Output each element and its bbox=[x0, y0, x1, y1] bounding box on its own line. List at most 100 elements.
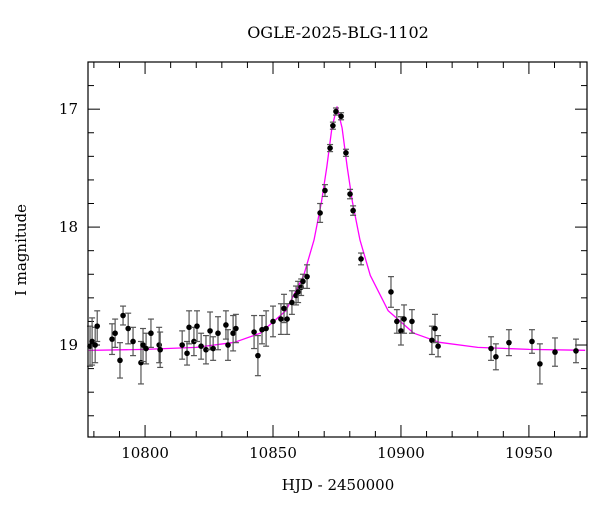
data-point bbox=[488, 336, 495, 361]
point-marker bbox=[338, 113, 344, 120]
point-marker bbox=[191, 338, 197, 345]
data-point bbox=[254, 334, 261, 377]
point-marker bbox=[552, 349, 558, 355]
point-marker bbox=[94, 323, 101, 329]
data-point bbox=[329, 121, 336, 130]
point-marker bbox=[429, 337, 435, 344]
point-marker bbox=[322, 187, 328, 194]
data-point bbox=[251, 314, 258, 350]
data-point bbox=[317, 202, 324, 223]
point-marker bbox=[281, 305, 287, 312]
data-point bbox=[397, 316, 404, 346]
data-point bbox=[393, 309, 400, 334]
point-marker bbox=[233, 325, 239, 332]
point-marker bbox=[125, 325, 131, 332]
data-point bbox=[288, 290, 295, 315]
point-marker bbox=[194, 323, 200, 329]
data-point bbox=[358, 252, 365, 266]
point-marker bbox=[358, 256, 364, 262]
data-point bbox=[350, 205, 357, 216]
point-marker bbox=[148, 330, 154, 337]
point-marker bbox=[223, 322, 229, 328]
point-marker bbox=[270, 318, 276, 325]
data-point bbox=[284, 303, 291, 336]
point-marker bbox=[203, 346, 209, 353]
point-marker bbox=[109, 336, 115, 342]
point-marker bbox=[186, 324, 192, 331]
data-point bbox=[194, 310, 201, 343]
point-marker bbox=[255, 352, 261, 359]
point-marker bbox=[120, 312, 126, 319]
point-marker bbox=[92, 342, 98, 348]
data-point bbox=[552, 337, 559, 367]
data-point bbox=[214, 316, 221, 351]
y-tick-label: 18 bbox=[59, 218, 78, 236]
point-marker bbox=[388, 289, 394, 295]
data-point bbox=[435, 334, 442, 358]
point-marker bbox=[394, 318, 400, 325]
point-marker bbox=[488, 345, 494, 352]
point-marker bbox=[398, 328, 404, 334]
chart-title: OGLE-2025-BLG-1102 bbox=[247, 23, 429, 42]
point-marker bbox=[278, 316, 284, 322]
data-point bbox=[112, 318, 119, 348]
data-point bbox=[277, 303, 284, 336]
data-point bbox=[147, 318, 154, 348]
data-point bbox=[536, 343, 543, 385]
point-marker bbox=[179, 342, 185, 348]
data-point bbox=[401, 304, 408, 334]
point-marker bbox=[333, 108, 339, 115]
point-marker bbox=[432, 325, 438, 332]
data-points-group bbox=[87, 107, 579, 385]
data-point bbox=[572, 338, 579, 364]
point-marker bbox=[87, 343, 93, 349]
point-marker bbox=[289, 299, 295, 306]
data-point bbox=[232, 313, 239, 344]
point-marker bbox=[251, 329, 257, 335]
data-point bbox=[207, 311, 214, 351]
point-marker bbox=[130, 338, 136, 345]
data-point bbox=[116, 342, 123, 379]
data-point bbox=[505, 329, 512, 357]
point-marker bbox=[210, 345, 216, 352]
data-point bbox=[342, 148, 349, 157]
data-point bbox=[281, 293, 288, 324]
data-point bbox=[408, 309, 415, 334]
x-tick-label: 10800 bbox=[121, 444, 169, 462]
point-marker bbox=[409, 318, 415, 325]
point-marker bbox=[435, 343, 441, 349]
x-tick-label: 10950 bbox=[505, 444, 553, 462]
point-marker bbox=[343, 150, 349, 156]
point-marker bbox=[215, 330, 221, 337]
data-point bbox=[109, 323, 116, 356]
data-point bbox=[224, 329, 231, 361]
point-marker bbox=[327, 145, 333, 151]
data-point bbox=[230, 314, 237, 352]
data-point bbox=[94, 310, 101, 343]
point-marker bbox=[157, 346, 163, 353]
data-point bbox=[186, 310, 193, 345]
data-point bbox=[125, 312, 132, 345]
data-point bbox=[202, 334, 209, 365]
y-axis-label: I magnitude bbox=[12, 204, 30, 296]
x-tick-label: 10850 bbox=[249, 444, 297, 462]
point-marker bbox=[263, 325, 269, 332]
point-marker bbox=[143, 345, 149, 352]
data-point bbox=[210, 336, 217, 361]
data-point bbox=[143, 332, 150, 365]
data-point bbox=[528, 329, 535, 354]
data-point bbox=[347, 188, 354, 200]
point-marker bbox=[493, 354, 499, 360]
point-marker bbox=[184, 350, 190, 357]
data-point bbox=[327, 143, 334, 153]
point-marker bbox=[330, 122, 336, 129]
point-marker bbox=[230, 330, 236, 337]
point-marker bbox=[207, 328, 213, 334]
point-marker bbox=[347, 191, 353, 197]
model-curve-group bbox=[88, 106, 586, 352]
point-marker bbox=[401, 316, 407, 322]
plot-frame bbox=[87, 61, 588, 438]
point-marker bbox=[156, 342, 162, 348]
point-marker bbox=[506, 339, 512, 346]
